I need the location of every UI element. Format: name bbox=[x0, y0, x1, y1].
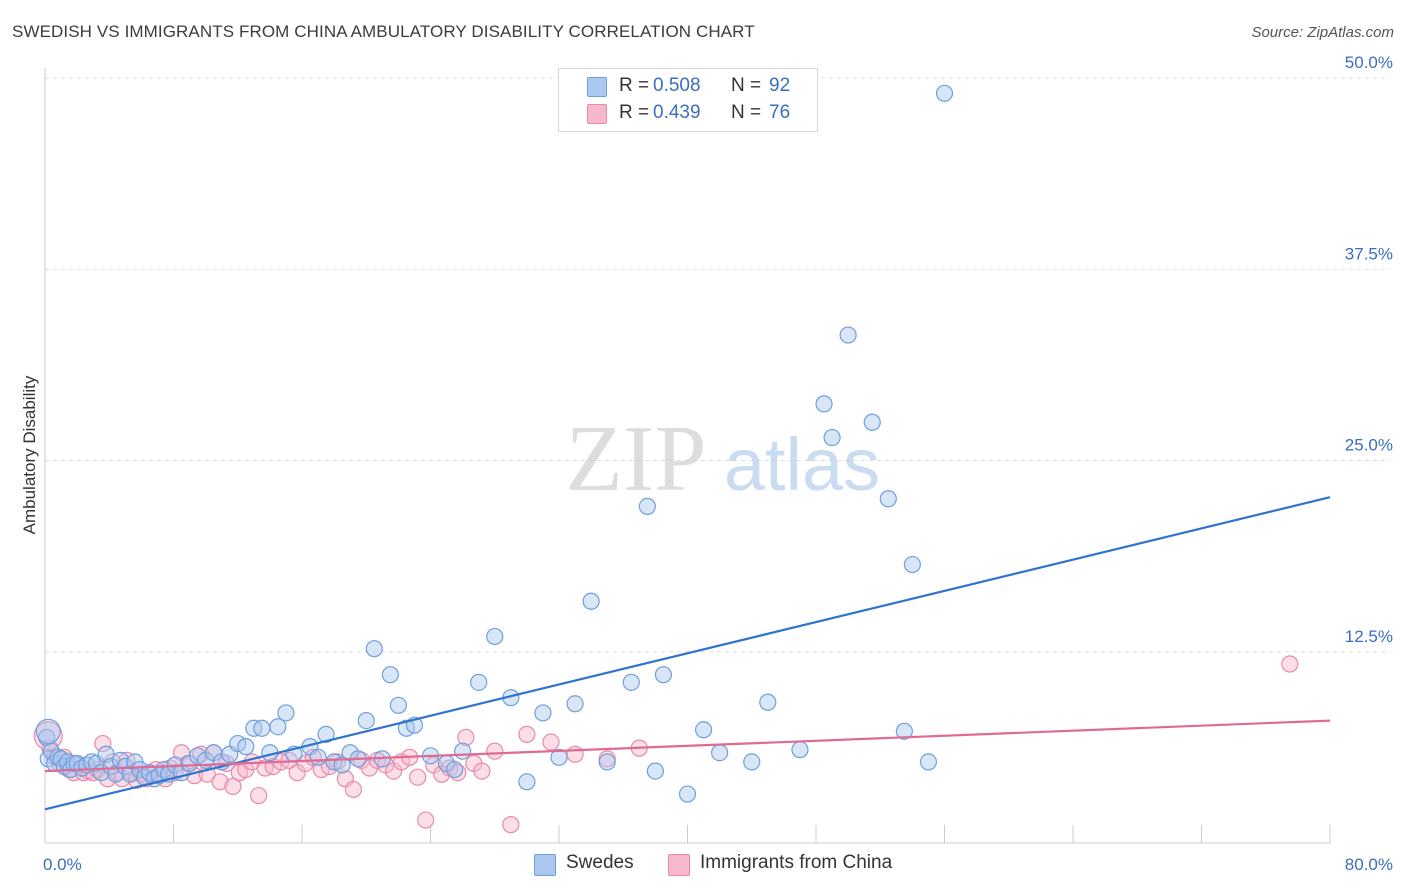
swedes-point bbox=[654, 666, 673, 684]
swedes-point bbox=[237, 738, 255, 756]
swedes-point bbox=[582, 592, 600, 610]
y-tick-label: 25.0% bbox=[1345, 436, 1393, 455]
swedes-point bbox=[317, 725, 335, 743]
y-axis-label: Ambulatory Disability bbox=[20, 375, 39, 534]
china-point bbox=[417, 811, 435, 829]
swedes-point bbox=[550, 748, 568, 766]
swedes-point bbox=[486, 627, 504, 646]
series-legend: Swedes Immigrants from China bbox=[0, 852, 1406, 878]
trend-lines bbox=[44, 496, 1331, 811]
swedes-point bbox=[445, 760, 464, 779]
china-swatch bbox=[587, 104, 607, 124]
china-point bbox=[566, 745, 584, 763]
watermark-atlas: atlas bbox=[724, 423, 880, 506]
swedes-point bbox=[694, 721, 713, 739]
swedes-point bbox=[188, 747, 207, 765]
swedes-point bbox=[598, 753, 616, 771]
china-point bbox=[449, 764, 467, 782]
swedes-point bbox=[357, 711, 375, 730]
swedes-n-label: N = bbox=[731, 75, 762, 96]
swedes-point bbox=[534, 704, 552, 722]
swedes-point bbox=[743, 753, 761, 771]
legend-swedes-swatch bbox=[534, 854, 556, 876]
watermark-zip: ZIP bbox=[566, 407, 707, 511]
swedes-point bbox=[678, 785, 697, 803]
swedes-point bbox=[389, 696, 407, 714]
swedes-point bbox=[879, 490, 897, 508]
china-point bbox=[518, 725, 536, 743]
y-tick-label: 37.5% bbox=[1345, 244, 1393, 263]
swedes-point bbox=[309, 748, 327, 766]
china-point bbox=[542, 733, 560, 751]
swedes-point bbox=[622, 673, 640, 691]
china-point bbox=[224, 777, 242, 795]
china-point bbox=[409, 768, 427, 786]
swedes-r-label: R = bbox=[619, 75, 650, 96]
swedes-point bbox=[518, 773, 536, 791]
china-point bbox=[344, 780, 362, 799]
china-n-label: N = bbox=[731, 102, 762, 123]
series-swedes-points bbox=[35, 84, 954, 803]
china-point bbox=[457, 728, 475, 747]
china-r-value: 0.439 bbox=[653, 102, 701, 123]
swedes-point bbox=[919, 753, 938, 771]
swedes-point bbox=[566, 695, 584, 713]
swedes-point bbox=[759, 693, 777, 711]
tick-labels: 12.5% 25.0% 37.5% 50.0% 0.0% 80.0% bbox=[43, 53, 1393, 874]
swedes-n-value: 92 bbox=[769, 75, 791, 96]
legend-swedes-label: Swedes bbox=[566, 852, 634, 873]
swedes-point bbox=[253, 719, 271, 737]
swedes-point bbox=[277, 704, 295, 722]
gridlines bbox=[45, 77, 1390, 653]
china-n-value: 76 bbox=[769, 102, 791, 123]
swedes-point bbox=[863, 413, 881, 431]
china-point bbox=[502, 816, 520, 834]
china-point bbox=[211, 773, 229, 791]
swedes-point bbox=[381, 666, 399, 684]
swedes-point bbox=[646, 762, 664, 780]
swedes-point bbox=[454, 742, 472, 760]
china-point bbox=[486, 742, 504, 760]
swedes-point bbox=[895, 722, 913, 740]
swedes-point bbox=[815, 395, 833, 413]
swedes-point-cluster bbox=[35, 718, 61, 744]
china-point bbox=[94, 734, 112, 753]
swedes-point bbox=[333, 756, 351, 774]
china-r-label: R = bbox=[619, 102, 650, 123]
swedes-point bbox=[711, 744, 729, 762]
china-point bbox=[473, 762, 491, 780]
swedes-point bbox=[839, 326, 857, 344]
swedes-r-value: 0.508 bbox=[653, 75, 701, 96]
china-trend-line bbox=[44, 719, 1331, 773]
swedes-point bbox=[365, 640, 383, 658]
swedes-point bbox=[269, 718, 287, 736]
swedes-point bbox=[638, 497, 656, 515]
legend-china-label: Immigrants from China bbox=[700, 852, 893, 873]
china-point bbox=[250, 786, 268, 805]
x-tick-label: 0.0% bbox=[43, 855, 82, 874]
swedes-swatch bbox=[587, 77, 607, 97]
y-tick-label: 50.0% bbox=[1345, 53, 1393, 72]
swedes-point bbox=[470, 673, 488, 691]
legend-china-swatch bbox=[668, 854, 690, 876]
swedes-point bbox=[935, 84, 954, 102]
swedes-point bbox=[903, 555, 921, 574]
x-tick-label: 80.0% bbox=[1345, 855, 1393, 874]
swedes-trend-line bbox=[44, 496, 1331, 811]
swedes-point bbox=[791, 741, 809, 759]
correlation-legend: R = 0.508 N = 92 R = 0.439 N = 76 bbox=[558, 68, 818, 132]
watermark: ZIP atlas bbox=[566, 407, 881, 511]
y-tick-label: 12.5% bbox=[1345, 627, 1393, 646]
chart-title: SWEDISH VS IMMIGRANTS FROM CHINA AMBULAT… bbox=[12, 22, 755, 41]
axes bbox=[44, 68, 1331, 844]
china-point bbox=[1281, 655, 1299, 673]
swedes-point bbox=[823, 428, 841, 447]
source-credit: Source: ZipAtlas.com bbox=[1251, 24, 1394, 41]
china-point bbox=[320, 757, 338, 776]
